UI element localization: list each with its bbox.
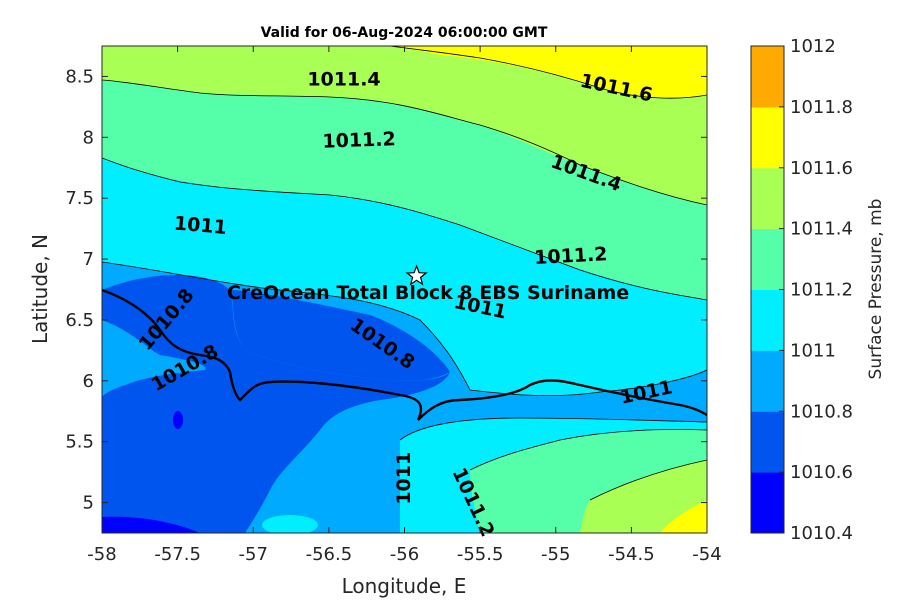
colorbar-label: Surface Pressure, mb	[866, 199, 886, 380]
y-tick-label: 8	[83, 127, 94, 148]
x-axis-label: Longitude, E	[342, 574, 467, 598]
colorbar-tick-label: 1011	[790, 340, 836, 361]
colorbar-tick-label: 1011.8	[790, 97, 853, 118]
colorbar-segment	[751, 46, 784, 108]
y-tick-label: 8.5	[65, 66, 94, 87]
x-tick-label: -57.5	[154, 544, 201, 565]
colorbar: 1010.4 1010.6 1010.8 1011 1011.2 1011.4 1011.6…	[750, 36, 853, 544]
x-tick-label: -54.5	[608, 544, 655, 565]
contour-label: 1011.4	[307, 69, 380, 91]
contour-band-1010.8-pocket	[102, 320, 206, 398]
contour-label: 1011.2	[534, 243, 608, 269]
colorbar-tick-label: 1010.4	[790, 523, 853, 544]
site-star-icon	[405, 264, 428, 286]
contour-band-1011.6-corner	[660, 500, 707, 533]
y-axis-label: Latitude, N	[28, 234, 52, 344]
y-tick-label: 6	[83, 371, 94, 392]
contour-label: 1011.2	[322, 128, 396, 153]
colorbar-segment	[751, 472, 784, 534]
y-tick-label: 7	[83, 249, 94, 270]
contour-band-1011.6	[390, 46, 707, 99]
colorbar-tick-label: 1011.2	[790, 280, 853, 301]
site-marker: CreOcean Total Block 8 EBS Suriname	[227, 264, 629, 304]
x-tick-label: -56	[390, 544, 419, 565]
y-axis-ticks: 5 5.5 6 6.5 7 7.5 8 8.5	[65, 66, 707, 514]
chart-title: Valid for 06-Aug-2024 06:00:00 GMT	[261, 25, 548, 41]
coastline	[102, 288, 707, 421]
x-tick-label: -57	[239, 544, 268, 565]
x-tick-label: -56.5	[306, 544, 353, 565]
colorbar-tick-label: 1012	[790, 36, 836, 57]
contour-band-1011.4	[102, 46, 707, 205]
x-tick-label: -58	[87, 544, 116, 565]
x-tick-label: -55	[541, 544, 570, 565]
colorbar-segment	[751, 228, 784, 291]
colorbar-tick-label: 1011.6	[790, 158, 853, 179]
contour-band-1011.4-southeast	[580, 460, 707, 533]
x-axis-ticks: -58 -57.5 -57 -56.5 -56 -55.5 -55 -54.5 -54	[87, 46, 722, 565]
colorbar-segment	[751, 106, 784, 169]
colorbar-tick-label: 1011.4	[790, 219, 853, 240]
southern-pocket-1011	[262, 515, 318, 533]
low-pressure-island	[173, 411, 183, 429]
colorbar-segment	[751, 350, 784, 412]
contour-label: 1011	[173, 212, 228, 239]
contour-label: 1011	[393, 452, 415, 505]
site-label: CreOcean Total Block 8 EBS Suriname	[227, 282, 629, 304]
colorbar-segment	[751, 167, 784, 230]
contour-band-1010.4-corner	[102, 516, 200, 533]
y-tick-label: 7.5	[65, 188, 94, 209]
contour-band-1010.6-east	[230, 290, 450, 381]
x-tick-label: -54	[692, 544, 721, 565]
x-tick-label: -55.5	[457, 544, 504, 565]
colorbar-segment	[751, 411, 784, 473]
y-tick-label: 5	[83, 493, 94, 514]
y-tick-label: 6.5	[65, 310, 94, 331]
colorbar-tick-label: 1010.8	[790, 401, 853, 422]
y-tick-label: 5.5	[65, 432, 94, 453]
pressure-contour-field	[102, 46, 707, 533]
colorbar-tick-label: 1010.6	[790, 462, 853, 483]
colorbar-segment	[751, 289, 784, 351]
contour-band-1010.6-west	[102, 275, 450, 533]
